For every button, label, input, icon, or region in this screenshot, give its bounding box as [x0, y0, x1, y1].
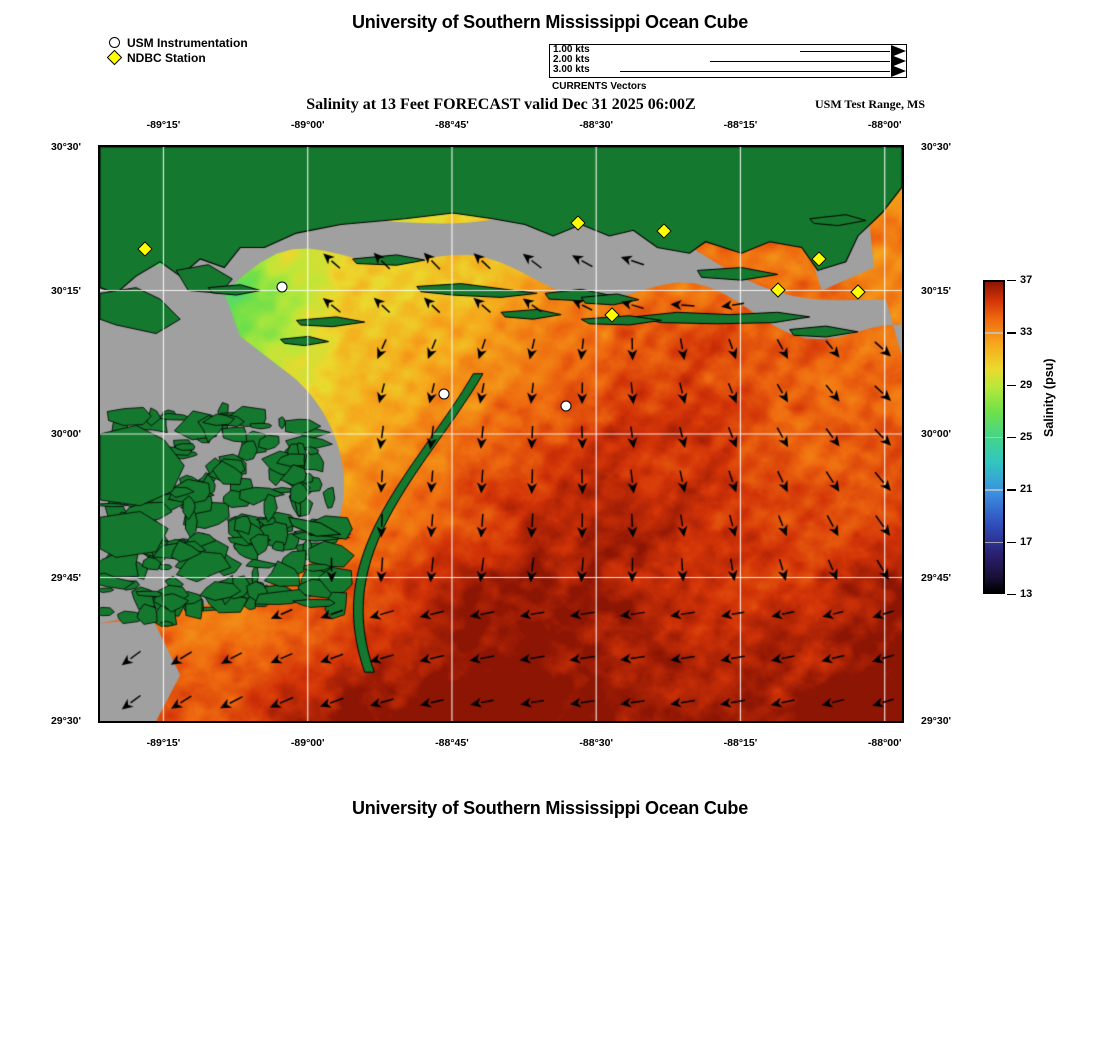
y-axis-label: 30°15'	[50, 284, 81, 297]
legend-label-ndbc: NDBC Station	[127, 51, 206, 65]
vector-legend-row: 2.00 kts	[550, 54, 906, 67]
y-axis-label: 30°00'	[50, 428, 81, 440]
salinity-colorbar[interactable]: 13 17 21 25 29 33 37	[983, 274, 1032, 600]
usm-instrumentation-marker[interactable]	[560, 400, 572, 412]
x-axis-label: -88°30'	[579, 119, 613, 131]
colorbar-inner-gridline	[985, 332, 1003, 334]
usm-instrumentation-marker[interactable]	[276, 281, 288, 293]
legend-item-ndbc: NDBC Station	[106, 49, 248, 66]
y-axis-label: 30°30'	[50, 141, 81, 153]
y-axis-label: 30°00'	[921, 428, 952, 440]
vector-legend-caption: CURRENTS Vectors	[552, 81, 647, 92]
x-axis-label: -88°30'	[579, 737, 613, 749]
colorbar-inner-gridline	[985, 489, 1003, 491]
vector-legend-row: 3.00 kts	[550, 64, 906, 77]
vector-legend-label-3: 3.00 kts	[553, 64, 592, 75]
colorbar-tick	[1007, 541, 1016, 544]
colorbar-inner-gridline	[985, 437, 1003, 439]
forecast-subtitle: Salinity at 13 Feet FORECAST valid Dec 3…	[306, 96, 696, 113]
x-axis-label: -88°15'	[723, 119, 758, 131]
vector-legend-label-1: 1.00 kts	[553, 44, 592, 55]
colorbar-tick	[1007, 332, 1016, 334]
colorbar-tick-label: 33	[1020, 326, 1033, 339]
x-axis-label: -88°45'	[435, 737, 469, 749]
y-axis-label: 30°15'	[921, 284, 952, 297]
region-label: USM Test Range, MS	[814, 97, 925, 111]
x-axis-label: -89°15'	[146, 737, 181, 749]
colorbar-tick	[1007, 594, 1016, 596]
circle-marker-icon	[108, 36, 126, 51]
x-axis-label: -88°00'	[867, 737, 902, 749]
footer-title: University of Southern Mississippi Ocean…	[351, 798, 749, 818]
vector-legend-row: 1.00 kts	[550, 44, 906, 57]
y-axis-label: 29°45'	[921, 571, 952, 584]
currents-vector-legend: 1.00 kts 2.00 kts 3.00 kts	[549, 44, 907, 78]
vector-shaft-3	[620, 71, 890, 72]
colorbar-tick	[1007, 280, 1016, 282]
vector-arrowhead-3	[891, 65, 906, 77]
colorbar-title: Salinity (psu)	[1042, 358, 1056, 437]
page-title: University of Southern Mississippi Ocean…	[351, 12, 749, 32]
x-axis-label: -89°00'	[290, 737, 325, 749]
station-legend: USM Instrumentation NDBC Station	[106, 36, 248, 66]
colorbar-inner-gridline	[985, 384, 1003, 386]
y-axis-label: 29°30'	[50, 715, 81, 727]
x-axis-label: -88°45'	[435, 119, 469, 131]
x-axis-label: -89°15'	[146, 119, 181, 131]
colorbar-tick	[1007, 437, 1016, 439]
vector-arrowhead-2	[891, 55, 906, 67]
legend-label-usm: USM Instrumentation	[127, 36, 248, 50]
y-axis-label: 29°45'	[50, 571, 81, 584]
y-axis-label: 30°30'	[921, 141, 952, 153]
map-axis-labels: -89°15' -89°15' -89°00' -89°00' -88°45' -88°4…	[51, 119, 951, 749]
salinity-field-canvas	[100, 147, 902, 721]
colorbar-tick-label: 29	[1020, 378, 1033, 391]
x-axis-label: -88°15'	[723, 737, 758, 749]
colorbar-tick-label: 17	[1020, 535, 1033, 548]
vector-arrowhead-1	[891, 45, 906, 57]
diamond-marker-icon	[106, 49, 126, 66]
colorbar-tick-label: 25	[1020, 431, 1033, 443]
colorbar-tick-label: 37	[1020, 274, 1033, 286]
x-axis-label: -88°00'	[867, 119, 902, 131]
colorbar-tick	[1007, 384, 1016, 387]
usm-instrumentation-marker[interactable]	[438, 388, 450, 400]
colorbar-inner-gridline	[985, 541, 1003, 543]
vector-legend-label-2: 2.00 kts	[553, 54, 592, 65]
colorbar-tick	[1007, 489, 1016, 491]
x-axis-label: -89°00'	[290, 119, 325, 131]
salinity-map[interactable]	[98, 145, 904, 723]
legend-item-usm: USM Instrumentation	[108, 36, 248, 51]
colorbar-tick-label: 21	[1020, 483, 1033, 496]
y-axis-label: 29°30'	[921, 715, 952, 727]
vector-shaft-1	[800, 51, 890, 52]
vector-shaft-2	[710, 61, 890, 62]
colorbar-tick-label: 13	[1020, 588, 1033, 600]
